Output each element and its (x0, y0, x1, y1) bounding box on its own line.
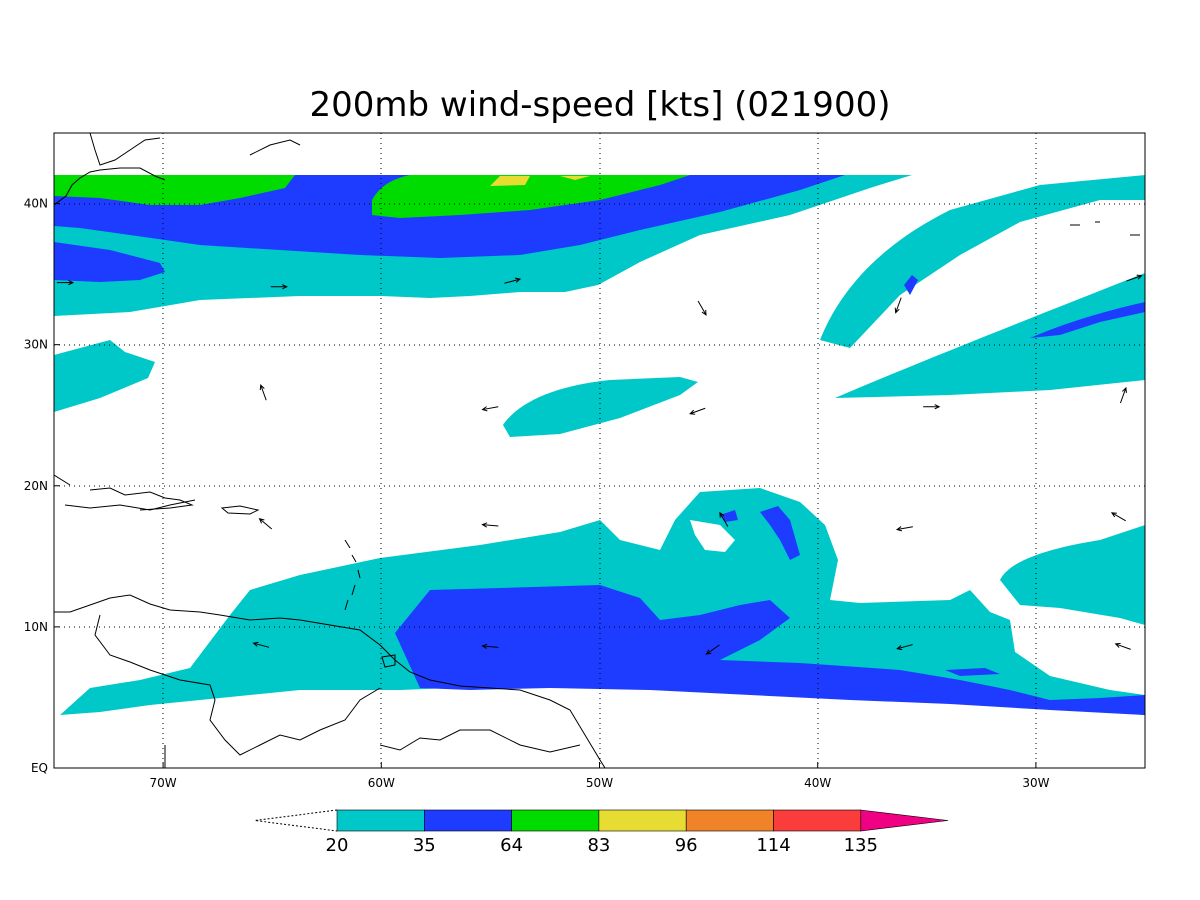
west-cyan-blob (54, 340, 155, 412)
colorbar-high-triangle (860, 809, 949, 832)
green-central (372, 175, 690, 218)
wind-vector (481, 522, 499, 528)
colorbar-label: 35 (413, 835, 436, 856)
wind-vector (481, 406, 499, 412)
trinidad (381, 654, 396, 668)
wind-vector (895, 526, 913, 532)
venezuela-interior (94, 614, 581, 768)
east-lower-cyan (1000, 525, 1145, 625)
wind-vector (1114, 642, 1131, 650)
colorbar: 20 35 64 83 96 114 135 (254, 809, 949, 856)
yellow-core-2 (560, 176, 590, 180)
wind-vector (252, 641, 270, 648)
colorbar-label: 83 (587, 835, 610, 856)
lat-tick-label: EQ (31, 761, 48, 775)
wind-vector (1126, 274, 1143, 282)
lesser-antilles (344, 539, 361, 611)
blue-dot-mid (720, 510, 738, 522)
colorbar-swatch (685, 809, 774, 832)
wind-vector (697, 300, 707, 316)
green-west (54, 175, 295, 205)
northeast-band (820, 175, 1145, 348)
colorbar-swatch (423, 809, 512, 832)
wind-vector (258, 517, 273, 530)
wind-vector (504, 277, 522, 284)
wind-vector (689, 407, 706, 415)
contour-holes (690, 520, 1130, 665)
wind-vectors (56, 274, 1143, 655)
lon-tick-label: 70W (150, 776, 177, 790)
east-blue-streak (1030, 302, 1145, 338)
south-jet-blue (395, 585, 1145, 715)
wind-vector (1119, 386, 1127, 404)
longitude-ticks: 70W 60W 50W 40W 30W (150, 762, 1050, 790)
chart-title: 200mb wind-speed [kts] (021900) (310, 85, 891, 125)
lon-tick-label: 40W (804, 776, 831, 790)
lon-tick-label: 50W (586, 776, 613, 790)
lat-tick-label: 10N (24, 620, 48, 634)
north-jet-blue (54, 175, 845, 258)
wind-vector (1110, 512, 1126, 522)
wind-vector (923, 404, 941, 410)
mid-cyan-blob (503, 377, 698, 437)
colorbar-label: 135 (844, 835, 878, 856)
colorbar-label: 20 (326, 835, 349, 856)
colorbar-swatch (598, 809, 687, 832)
hispaniola (89, 487, 194, 511)
lon-tick-label: 30W (1022, 776, 1049, 790)
colorbar-low-triangle (254, 809, 338, 832)
north-america-coast (54, 133, 301, 206)
puerto-rico (220, 505, 260, 515)
colorbar-swatch (511, 809, 600, 832)
contour-35-64 (54, 175, 1145, 715)
latitude-ticks: EQ 10N 20N 30N 40N (24, 197, 60, 775)
lon-tick-label: 60W (368, 776, 395, 790)
wind-vector (705, 644, 720, 655)
west-blue-lobe (54, 242, 165, 282)
wind-vector (894, 297, 902, 314)
colorbar-label: 96 (675, 835, 698, 856)
wind-vector (719, 511, 729, 527)
lat-tick-label: 30N (24, 338, 48, 352)
lat-tick-label: 20N (24, 479, 48, 493)
wind-vector (56, 279, 75, 286)
blue-dot-ne (904, 275, 918, 295)
cuba (54, 474, 196, 511)
grid-lines (54, 133, 1145, 768)
blue-small-south (945, 668, 1000, 676)
azores (1070, 221, 1140, 236)
wind-vector (270, 284, 288, 290)
colorbar-label: 64 (500, 835, 523, 856)
contour-83-96 (490, 176, 590, 186)
lat-tick-label: 40N (24, 197, 48, 211)
wind-vector (259, 384, 267, 401)
colorbar-swatch (336, 809, 425, 832)
colorbar-swatch (773, 809, 862, 832)
wind-vector (896, 644, 913, 651)
contour-64-83 (54, 175, 690, 218)
wind-vector (481, 643, 499, 649)
yellow-core (490, 176, 530, 186)
east-band (835, 273, 1145, 398)
blue-curl (760, 506, 800, 560)
colorbar-label: 114 (756, 835, 790, 856)
wind-speed-fill (54, 133, 1145, 768)
